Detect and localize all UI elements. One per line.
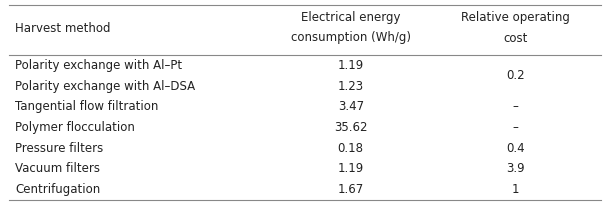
Text: –: – xyxy=(512,121,518,134)
Text: 1: 1 xyxy=(512,183,519,196)
Text: –: – xyxy=(512,100,518,113)
Text: cost: cost xyxy=(503,32,528,45)
Text: 0.18: 0.18 xyxy=(338,142,364,155)
Text: 1.67: 1.67 xyxy=(337,183,364,196)
Text: consumption (Wh/g): consumption (Wh/g) xyxy=(291,32,411,45)
Text: Relative operating: Relative operating xyxy=(461,11,570,25)
Text: Pressure filters: Pressure filters xyxy=(15,142,104,155)
Text: 1.19: 1.19 xyxy=(337,59,364,72)
Text: Tangential flow filtration: Tangential flow filtration xyxy=(15,100,159,113)
Text: 0.4: 0.4 xyxy=(506,142,525,155)
Text: Harvest method: Harvest method xyxy=(15,21,111,35)
Text: 3.47: 3.47 xyxy=(338,100,364,113)
Text: Electrical energy: Electrical energy xyxy=(301,11,401,25)
Text: 0.2: 0.2 xyxy=(506,69,525,82)
Text: 1.19: 1.19 xyxy=(337,162,364,175)
Text: Polymer flocculation: Polymer flocculation xyxy=(15,121,135,134)
Text: Polarity exchange with Al–DSA: Polarity exchange with Al–DSA xyxy=(15,80,195,93)
Text: Centrifugation: Centrifugation xyxy=(15,183,101,196)
Text: Polarity exchange with Al–Pt: Polarity exchange with Al–Pt xyxy=(15,59,182,72)
Text: 1.23: 1.23 xyxy=(338,80,364,93)
Text: Vacuum filters: Vacuum filters xyxy=(15,162,100,175)
Text: 3.9: 3.9 xyxy=(506,162,525,175)
Text: 35.62: 35.62 xyxy=(334,121,367,134)
